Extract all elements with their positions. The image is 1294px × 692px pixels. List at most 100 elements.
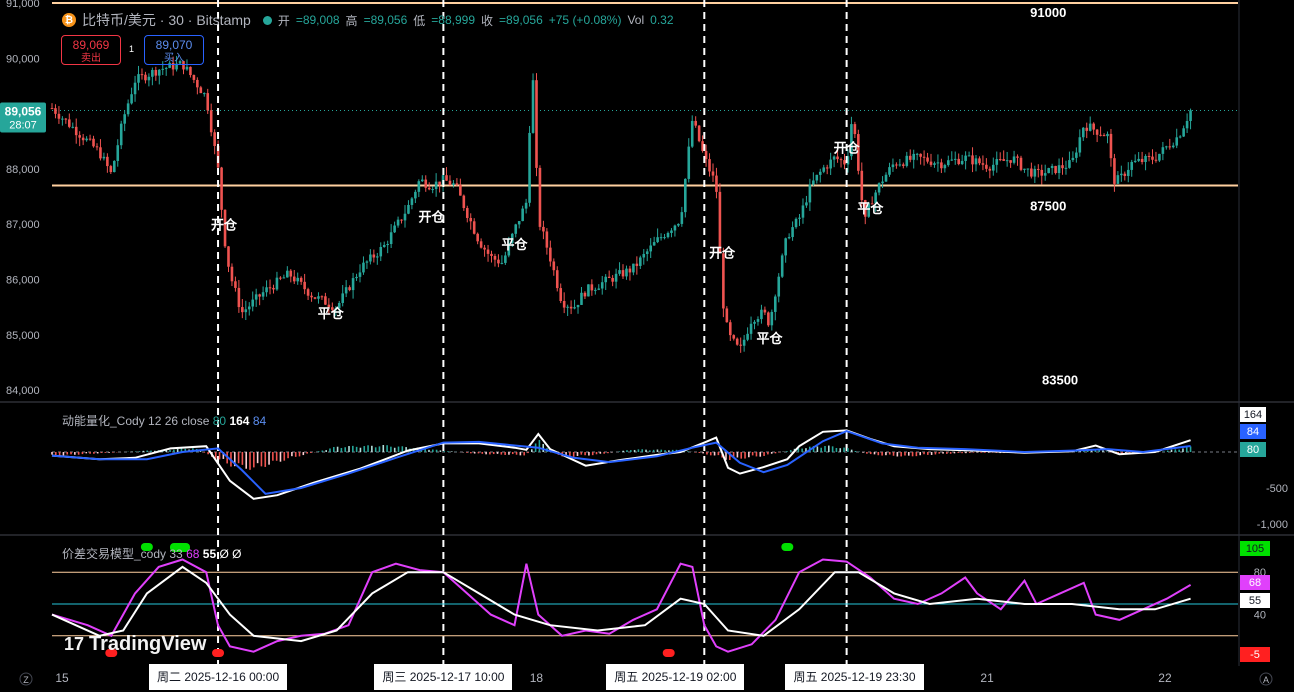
candle-body xyxy=(559,288,563,301)
candle-body xyxy=(119,123,123,146)
candle-body xyxy=(929,161,933,165)
candle-body xyxy=(531,80,535,133)
rsi-legend-value-2: 55 xyxy=(202,547,217,561)
candle-body xyxy=(555,270,559,289)
candle-body xyxy=(770,311,774,326)
candle-body xyxy=(1137,158,1140,161)
candle-body xyxy=(292,276,296,282)
candle-body xyxy=(1126,169,1130,176)
price-axis-tick: 87,000 xyxy=(6,219,40,231)
candle-body xyxy=(351,278,355,291)
candle-body xyxy=(1075,152,1078,158)
candle-body xyxy=(369,254,372,262)
candle-body xyxy=(992,164,995,171)
candle-body xyxy=(358,272,362,277)
candle-body xyxy=(1109,133,1113,159)
symbol-title[interactable]: 比特币/美元 · 30 · Bitstamp xyxy=(82,12,251,28)
rsi-pane-legend[interactable]: 价差交易模型_cody 33 68 55 Ø Ø xyxy=(62,545,242,562)
candle-body xyxy=(874,192,877,204)
candle-body xyxy=(812,180,815,185)
candle-body xyxy=(594,289,597,291)
candle-body xyxy=(718,191,722,254)
buy-button[interactable]: 89,070 买入 xyxy=(144,35,204,65)
macd-last-value-tag xyxy=(1240,442,1266,457)
macd-axis-tick: -500 xyxy=(1266,483,1288,495)
candle-body xyxy=(843,160,846,165)
candle-body xyxy=(1185,120,1189,129)
candle-body xyxy=(237,287,241,308)
candle-body xyxy=(573,307,576,309)
candle-body xyxy=(126,103,130,115)
candle-body xyxy=(424,179,428,188)
candle-body xyxy=(109,166,113,173)
buy-label: 买入 xyxy=(164,53,184,64)
candle-body xyxy=(157,69,161,76)
high-label: 高 xyxy=(345,13,358,28)
candle-body xyxy=(341,293,344,303)
vol-label: Vol xyxy=(627,13,645,27)
candle-body xyxy=(881,181,884,184)
candle-body xyxy=(452,183,455,185)
candle-body xyxy=(74,126,78,136)
candle-body xyxy=(677,223,680,226)
candle-body xyxy=(223,209,227,247)
candle-body xyxy=(1116,175,1120,184)
candle-body xyxy=(192,75,196,80)
candle-body xyxy=(324,296,327,305)
candle-body xyxy=(1061,165,1064,169)
macd-last-value: 164 xyxy=(1244,409,1262,421)
candle-body xyxy=(763,309,767,313)
candle-body xyxy=(908,155,912,160)
candle-body xyxy=(635,263,639,266)
buy-price: 89,070 xyxy=(155,38,193,52)
candle-body xyxy=(521,208,524,222)
candle-body xyxy=(967,155,971,157)
candle-body xyxy=(1078,137,1082,153)
candle-body xyxy=(542,226,545,232)
candle-body xyxy=(275,277,279,290)
rsi-legend-value-1: 68 xyxy=(186,547,200,561)
candle-body xyxy=(808,184,812,203)
candle-body xyxy=(656,237,659,243)
bar-countdown: 28:07 xyxy=(9,120,37,132)
candle-body xyxy=(725,308,729,323)
candle-body xyxy=(628,268,632,273)
candle-body xyxy=(507,242,511,256)
candle-body xyxy=(1130,161,1134,170)
candle-body xyxy=(386,244,389,246)
candle-body xyxy=(382,244,386,247)
candle-body xyxy=(355,276,358,279)
rsi-last-value-tag xyxy=(1240,647,1270,662)
candle-body xyxy=(140,74,144,76)
candle-body xyxy=(81,137,85,141)
candle-body xyxy=(590,284,594,291)
candle-body xyxy=(746,333,749,340)
candle-body xyxy=(178,61,182,64)
candle-body xyxy=(597,288,601,290)
candle-body xyxy=(268,287,272,289)
candle-body xyxy=(1009,160,1012,163)
candle-body xyxy=(1168,146,1172,148)
macd-legend-value-2: 164 xyxy=(229,414,250,428)
candle-body xyxy=(289,270,293,277)
candle-body xyxy=(611,277,614,282)
candle-body xyxy=(410,198,414,205)
candle-body xyxy=(728,322,732,336)
candle-body xyxy=(1043,173,1047,176)
candle-body xyxy=(1064,167,1068,169)
candle-body xyxy=(206,93,210,111)
crosshair-time-label: 周三 2025-12-17 10:00 xyxy=(374,664,513,690)
signal-marker xyxy=(212,649,225,657)
signal-marker xyxy=(781,543,794,551)
candle-body xyxy=(801,205,805,218)
sell-button[interactable]: 89,069 卖出 xyxy=(61,35,121,65)
candle-body xyxy=(1165,146,1168,148)
macd-title: 动能量化_Cody 12 26 close xyxy=(62,414,210,428)
candle-body xyxy=(1144,155,1147,163)
candle-body xyxy=(1054,165,1057,174)
candle-body xyxy=(985,164,988,169)
macd-pane-legend[interactable]: 动能量化_Cody 12 26 close 80 164 84 xyxy=(62,412,266,429)
crosshair-time-label: 周五 2025-12-19 02:00 xyxy=(606,664,745,690)
candle-body xyxy=(1102,135,1106,137)
